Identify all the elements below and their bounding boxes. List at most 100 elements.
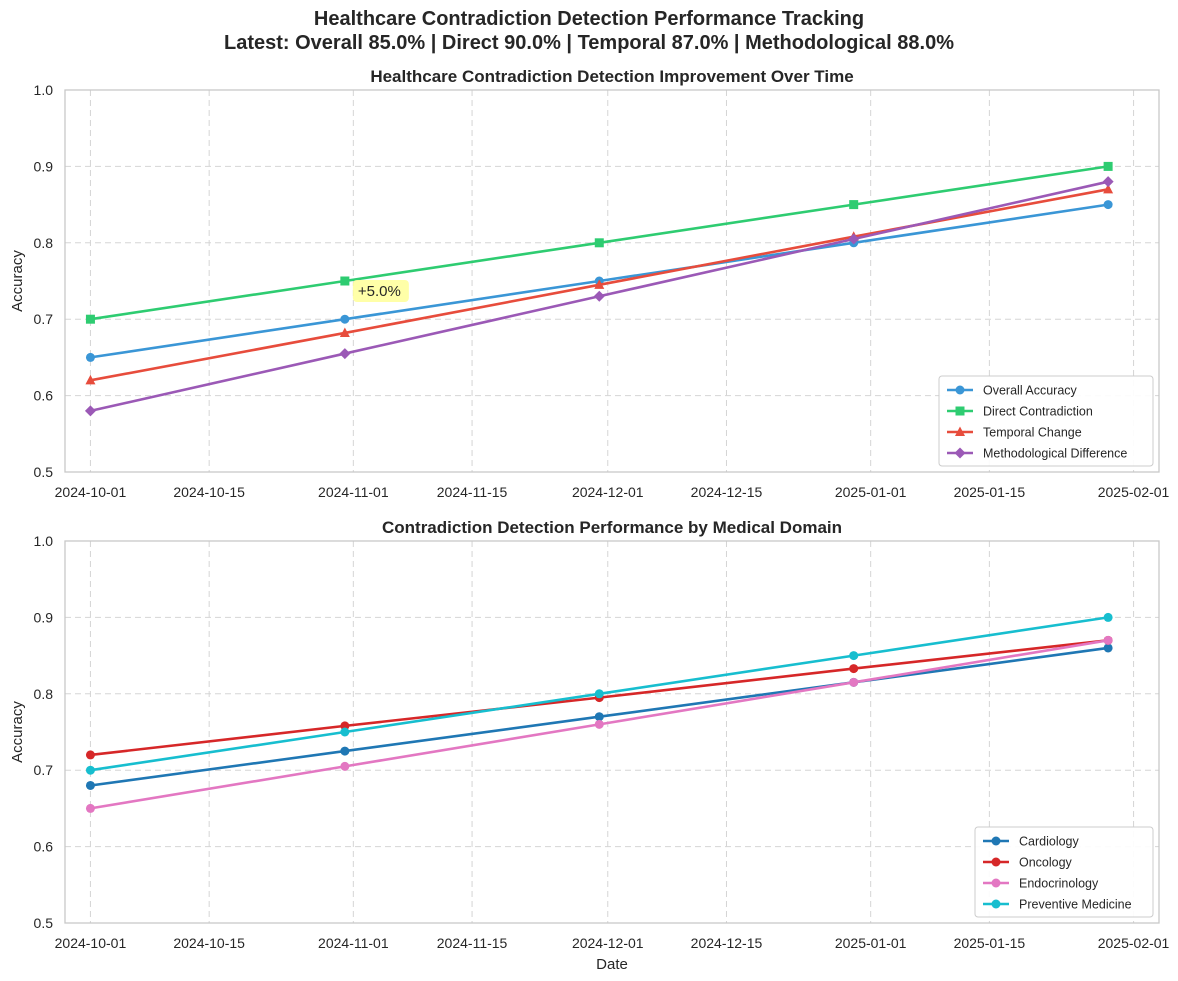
data-point bbox=[1102, 176, 1114, 188]
x-tick-label: 2024-12-15 bbox=[691, 935, 763, 951]
x-tick-label: 2024-11-01 bbox=[318, 935, 389, 951]
x-tick-label: 2024-11-01 bbox=[318, 484, 389, 500]
legend-marker bbox=[991, 878, 1001, 888]
annotation-box bbox=[352, 280, 409, 302]
series-endocrinology bbox=[85, 635, 1113, 813]
legend-marker bbox=[955, 385, 965, 395]
legend: Overall Accuracy Direct Contradiction Temp… bbox=[938, 375, 1154, 467]
legend-label: Overall Accuracy bbox=[983, 384, 1078, 398]
y-tick-label: 0.8 bbox=[34, 235, 54, 251]
data-point bbox=[849, 664, 859, 674]
y-tick-label: 0.8 bbox=[34, 686, 54, 702]
axes-frame bbox=[64, 89, 1160, 473]
data-point bbox=[85, 803, 95, 813]
data-point bbox=[339, 327, 350, 337]
data-point bbox=[340, 314, 350, 324]
series-direct-contradiction bbox=[85, 161, 1113, 324]
y-tick-label: 0.6 bbox=[34, 839, 54, 855]
x-tick-label: 2025-02-01 bbox=[1098, 935, 1170, 951]
x-tick-label: 2025-01-01 bbox=[835, 935, 907, 951]
data-point bbox=[594, 689, 604, 699]
y-tick-label: 0.5 bbox=[34, 915, 54, 931]
y-tick-label: 0.7 bbox=[34, 311, 54, 327]
x-tick-label: 2025-01-15 bbox=[954, 484, 1026, 500]
series-cardiology bbox=[85, 643, 1113, 790]
y-tick-label: 0.6 bbox=[34, 388, 54, 404]
axes-frame bbox=[64, 540, 1160, 924]
data-point bbox=[84, 405, 96, 417]
legend-item-cardiology: Cardiology bbox=[983, 835, 1080, 849]
legend-label: Temporal Change bbox=[983, 426, 1082, 440]
legend-item-preventive-medicine: Preventive Medicine bbox=[983, 898, 1132, 912]
legend-marker bbox=[955, 406, 965, 416]
legend-frame bbox=[938, 375, 1154, 467]
y-tick-label: 1.0 bbox=[34, 82, 54, 98]
series-methodological-difference bbox=[84, 176, 1114, 417]
legend-label: Oncology bbox=[1019, 856, 1073, 870]
y-tick-label: 0.9 bbox=[34, 609, 54, 625]
data-point bbox=[1103, 643, 1113, 653]
data-point bbox=[85, 352, 95, 362]
x-tick-label: 2024-12-01 bbox=[572, 484, 644, 500]
data-point bbox=[594, 712, 604, 722]
data-point bbox=[85, 374, 96, 385]
chart-panel-1: 0.5 0.6 0.7 0.8 0.9 1.0 2024-10-01 2024-10-15 20… bbox=[9, 67, 1170, 500]
data-point bbox=[848, 233, 860, 245]
x-tick-label: 2025-01-15 bbox=[954, 935, 1026, 951]
legend-label: Preventive Medicine bbox=[1019, 898, 1132, 912]
legend-marker bbox=[991, 899, 1001, 909]
data-point bbox=[339, 348, 351, 360]
x-axis-label: Date bbox=[596, 956, 628, 973]
x-tick-label: 2024-10-01 bbox=[55, 484, 127, 500]
legend-marker bbox=[955, 426, 965, 436]
x-tick-label: 2025-01-01 bbox=[835, 484, 907, 500]
data-point bbox=[340, 727, 350, 737]
y-tick-label: 0.9 bbox=[34, 158, 54, 174]
x-tick-label: 2025-02-01 bbox=[1098, 484, 1170, 500]
x-tick-label: 2024-12-15 bbox=[691, 484, 763, 500]
legend-label: Direct Contradiction bbox=[983, 405, 1093, 419]
x-tick-label: 2024-10-15 bbox=[173, 484, 245, 500]
legend-label: Methodological Difference bbox=[983, 447, 1127, 461]
data-point bbox=[85, 750, 95, 760]
legend-item-direct-contradiction: Direct Contradiction bbox=[947, 405, 1093, 419]
chart-title: Healthcare Contradiction Detection Impro… bbox=[370, 67, 853, 86]
legend-marker bbox=[954, 447, 966, 459]
data-point bbox=[85, 765, 95, 775]
x-tick-label: 2024-12-01 bbox=[572, 935, 644, 951]
legend-item-endocrinology: Endocrinology bbox=[983, 877, 1099, 891]
data-point bbox=[1103, 200, 1113, 210]
data-point bbox=[1103, 183, 1114, 194]
x-tick-label: 2024-10-15 bbox=[173, 935, 245, 951]
legend-marker bbox=[991, 836, 1001, 846]
legend: Cardiology Oncology Endocrinology Preventiv… bbox=[974, 826, 1154, 918]
chart-panel-2: 0.5 0.6 0.7 0.8 0.9 1.0 2024-10-01 2024-10-15 20… bbox=[9, 518, 1170, 973]
data-point bbox=[594, 719, 604, 729]
legend-label: Endocrinology bbox=[1019, 877, 1099, 891]
data-point bbox=[1103, 635, 1113, 645]
data-point bbox=[1103, 161, 1113, 171]
legend-marker bbox=[991, 857, 1001, 867]
x-tick-label: 2024-10-01 bbox=[55, 935, 127, 951]
x-tick-label: 2024-11-15 bbox=[437, 484, 508, 500]
data-point bbox=[849, 677, 859, 687]
data-point bbox=[593, 290, 605, 302]
y-axis-label: Accuracy bbox=[9, 250, 26, 312]
x-tick-label: 2024-11-15 bbox=[437, 935, 508, 951]
data-point bbox=[594, 238, 604, 248]
y-tick-label: 0.5 bbox=[34, 464, 54, 480]
series-preventive-medicine bbox=[85, 612, 1113, 775]
data-point bbox=[594, 279, 605, 289]
data-point bbox=[340, 276, 350, 286]
data-point bbox=[85, 314, 95, 324]
suptitle-line-2: Latest: Overall 85.0% | Direct 90.0% | T… bbox=[223, 32, 955, 54]
y-tick-label: 0.7 bbox=[34, 762, 54, 778]
y-axis-label: Accuracy bbox=[9, 701, 26, 763]
data-point bbox=[1103, 612, 1113, 622]
data-point bbox=[340, 761, 350, 771]
legend-item-temporal-change: Temporal Change bbox=[947, 426, 1082, 440]
data-point bbox=[85, 780, 95, 790]
legend-frame bbox=[974, 826, 1154, 918]
data-point bbox=[340, 746, 350, 756]
annotation-label: +5.0% bbox=[358, 283, 401, 300]
